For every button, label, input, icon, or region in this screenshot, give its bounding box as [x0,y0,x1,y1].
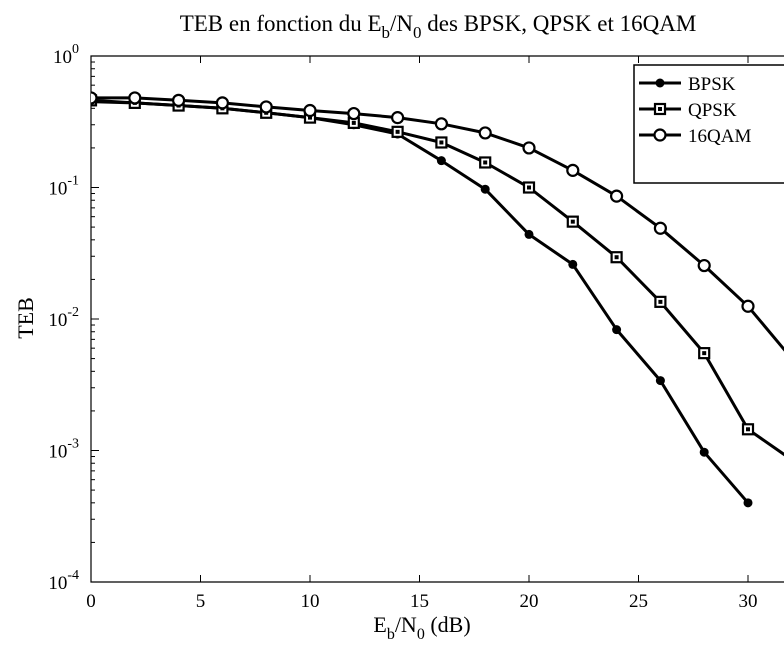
y-tick-label: 10-2 [48,305,79,331]
legend: BPSK QPSK 16QAM [633,64,784,184]
xlabel-sub-0: 0 [417,626,425,643]
point-16qam [478,126,492,140]
point-16qam [609,189,624,203]
point-qpsk-core [570,219,575,224]
y-tick-base: 10 [48,310,67,331]
y-tick-exp: 0 [72,42,79,57]
point-16qam [391,111,405,125]
point-16qam [128,91,142,105]
legend-label-qpsk: QPSK [688,100,737,121]
x-tick-label: 20 [520,591,539,612]
legend-item-16qam: 16QAM [639,126,751,147]
point-16qam [653,221,668,235]
x-tick-label: 5 [196,591,206,612]
point-bpsk [655,376,665,386]
xlabel-suffix: (dB) [425,612,471,637]
point-qpsk-core [527,185,531,190]
point-16qam [347,106,361,121]
title-sub-0: 0 [413,23,422,42]
legend-marker-qpsk-core [658,107,662,111]
point-qpsk-core [614,255,619,260]
point-qpsk-core [439,140,444,145]
point-16qam [172,93,186,107]
legend-item-qpsk: QPSK [639,100,737,121]
point-qpsk-core [351,120,356,125]
y-tick-exp: -2 [67,305,79,320]
y-tick-exp: -3 [67,437,79,452]
point-bpsk [699,447,709,457]
point-bpsk [524,229,534,239]
x-tick-label: 0 [86,591,96,612]
series-16qam [91,91,784,352]
y-tick-base: 10 [48,179,67,200]
legend-item-bpsk: BPSK [639,74,736,95]
y-tick-label: 10-1 [48,174,79,200]
x-axis-label: Eb/N0 (dB) [373,612,470,643]
x-tick-label: 10 [301,591,320,612]
y-tick-label: 10-3 [48,437,79,463]
point-16qam [434,117,448,131]
title-slash-n: /N [390,11,413,36]
title-sub-b: b [382,23,391,42]
point-16qam [91,91,98,105]
point-16qam [522,141,536,155]
legend-marker-16qam [653,128,667,142]
y-tick-base: 10 [48,573,67,594]
point-qpsk-core [746,427,750,432]
point-16qam [215,96,229,110]
y-tick-label: 100 [53,42,79,68]
point-qpsk-core [308,115,312,120]
legend-marker-bpsk [655,78,665,88]
x-tick-label: 25 [629,591,648,612]
point-qpsk-core [702,351,707,356]
series-group [91,91,784,508]
y-tick-exp: -1 [67,174,79,189]
point-16qam [259,100,273,114]
chart-title: TEB en fonction du Eb/N0 des BPSK, QPSK … [180,11,697,42]
x-tick-label: 30 [739,591,758,612]
point-qpsk-core [658,299,663,304]
legend-label-16qam: 16QAM [688,126,751,147]
y-tick-base: 10 [48,442,67,463]
xlabel-slash-n: /N [395,612,417,637]
point-qpsk-core [395,129,400,134]
title-prefix: TEB en fonction du E [180,11,382,36]
point-bpsk [568,259,578,269]
point-bpsk [480,184,490,194]
point-bpsk [743,498,753,508]
y-tick-exp: -4 [67,568,79,583]
x-tick-label: 15 [410,591,429,612]
y-axis-label: TEB [13,297,38,339]
xlabel-base: E [373,612,386,637]
x-axis-ticks: 0 5 10 15 20 25 30 [86,56,758,612]
title-suffix: des BPSK, QPSK et 16QAM [422,11,697,36]
point-16qam [566,163,580,177]
legend-label-bpsk: BPSK [688,74,736,95]
y-tick-base: 10 [53,47,72,68]
point-bpsk [612,325,622,335]
point-16qam [697,258,711,273]
point-qpsk-core [483,160,488,165]
xlabel-sub-b: b [387,626,395,643]
point-16qam [303,103,317,118]
point-bpsk [436,156,446,166]
point-16qam [741,299,755,313]
y-tick-label: 10-4 [48,568,79,594]
